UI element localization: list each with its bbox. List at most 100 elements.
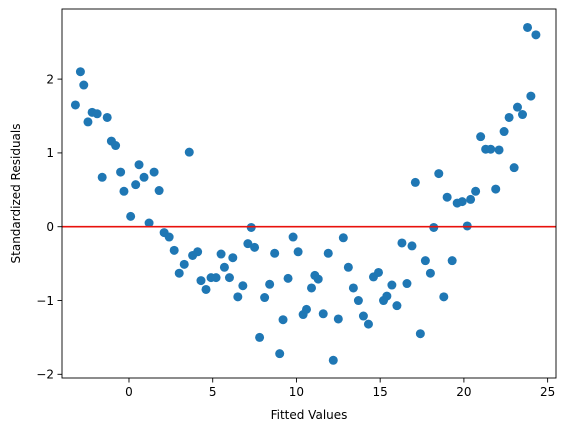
data-point [491, 184, 501, 194]
data-point [407, 241, 417, 251]
data-point [139, 172, 149, 182]
data-point [504, 112, 514, 122]
data-point [144, 218, 154, 228]
data-point [233, 292, 243, 302]
data-point [97, 172, 107, 182]
data-point [307, 283, 317, 293]
data-point [397, 238, 407, 248]
data-point [278, 315, 288, 325]
data-point [363, 319, 373, 329]
data-point [486, 144, 496, 154]
data-point [392, 301, 402, 311]
data-point [184, 147, 194, 157]
data-point [83, 117, 93, 127]
data-point [219, 262, 229, 272]
x-tick-label: 20 [456, 385, 471, 399]
data-point [442, 192, 452, 202]
data-point [328, 355, 338, 365]
data-point [512, 102, 522, 112]
x-tick-label: 10 [289, 385, 304, 399]
y-axis-label: Standardized Residuals [9, 124, 23, 264]
data-point [126, 211, 136, 221]
data-point [499, 127, 509, 137]
data-point [415, 329, 425, 339]
data-point [457, 197, 467, 207]
data-point [275, 349, 285, 359]
data-point [243, 239, 253, 249]
data-point [288, 232, 298, 242]
data-point [270, 248, 280, 258]
y-axis-ticks: −2 −1 0 1 2 [36, 72, 62, 382]
data-point [343, 262, 353, 272]
data-point [348, 283, 358, 293]
data-point [439, 292, 449, 302]
data-point [313, 274, 323, 284]
data-point [102, 112, 112, 122]
data-point [526, 91, 536, 101]
data-point [250, 242, 260, 252]
data-point [169, 245, 179, 255]
data-point [79, 80, 89, 90]
x-tick-label: 5 [209, 385, 217, 399]
data-point [410, 177, 420, 187]
x-tick-label: 0 [125, 385, 133, 399]
data-point [70, 100, 80, 110]
x-tick-label: 25 [540, 385, 555, 399]
data-point [434, 169, 444, 179]
plot-background [62, 9, 556, 378]
data-point [228, 253, 238, 263]
data-point [425, 268, 435, 278]
data-point [149, 167, 159, 177]
data-point [382, 291, 392, 301]
y-tick-label: −1 [36, 294, 54, 308]
data-point [211, 273, 221, 283]
x-axis-ticks: 0 5 10 15 20 25 [125, 378, 555, 399]
data-point [466, 194, 476, 204]
data-point [333, 314, 343, 324]
data-point [201, 284, 211, 294]
data-point [293, 247, 303, 257]
data-point [509, 163, 519, 173]
data-point [318, 309, 328, 319]
data-point [338, 233, 348, 243]
data-point [131, 180, 141, 190]
x-axis-label: Fitted Values [271, 408, 348, 422]
data-point [116, 167, 126, 177]
data-point [447, 256, 457, 266]
data-point [523, 22, 533, 32]
data-points [70, 22, 541, 365]
data-point [265, 279, 275, 289]
data-point [420, 256, 430, 266]
data-point [179, 259, 189, 269]
data-point [260, 293, 270, 303]
data-point [358, 311, 368, 321]
y-tick-label: 1 [46, 146, 54, 160]
data-point [255, 332, 265, 342]
data-point [134, 160, 144, 170]
data-point [174, 268, 184, 278]
x-tick-label: 15 [373, 385, 388, 399]
data-point [193, 247, 203, 257]
data-point [119, 186, 129, 196]
y-tick-label: 2 [46, 72, 54, 86]
data-point [301, 304, 311, 314]
data-point [92, 109, 102, 119]
data-point [224, 273, 234, 283]
y-tick-label: −2 [36, 368, 54, 382]
plot-frame [61, 8, 557, 379]
y-tick-label: 0 [46, 220, 54, 234]
data-point [476, 132, 486, 142]
data-point [196, 276, 206, 286]
data-point [216, 249, 226, 259]
data-point [283, 273, 293, 283]
data-point [518, 110, 528, 120]
data-point [471, 186, 481, 196]
data-point [402, 279, 412, 289]
data-point [494, 145, 504, 155]
data-point [111, 141, 121, 151]
data-point [353, 296, 363, 306]
data-point [387, 280, 397, 290]
data-point [75, 67, 85, 77]
